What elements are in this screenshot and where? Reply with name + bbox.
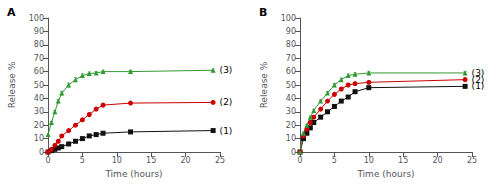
- svg-text:100: 100: [281, 14, 296, 23]
- svg-text:60: 60: [286, 67, 296, 76]
- svg-text:60: 60: [34, 67, 44, 76]
- svg-text:15: 15: [398, 156, 408, 165]
- svg-text:10: 10: [112, 156, 122, 165]
- svg-text:70: 70: [34, 54, 44, 63]
- svg-text:40: 40: [34, 94, 44, 103]
- svg-text:B: B: [259, 6, 267, 19]
- svg-text:80: 80: [286, 40, 296, 49]
- svg-text:70: 70: [286, 54, 296, 63]
- svg-text:0: 0: [39, 148, 44, 157]
- svg-text:10: 10: [34, 134, 44, 143]
- svg-text:100: 100: [29, 14, 44, 23]
- svg-text:(2): (2): [220, 97, 233, 107]
- svg-text:Time (hours): Time (hours): [104, 169, 162, 179]
- svg-text:(1): (1): [471, 81, 485, 92]
- svg-text:90: 90: [286, 27, 296, 36]
- svg-text:50: 50: [286, 81, 296, 90]
- svg-text:25: 25: [467, 156, 477, 165]
- svg-text:(3): (3): [220, 65, 233, 75]
- svg-text:(2): (2): [471, 74, 485, 85]
- svg-text:0: 0: [291, 148, 296, 157]
- svg-text:25: 25: [215, 156, 225, 165]
- svg-text:0: 0: [45, 156, 50, 165]
- svg-text:80: 80: [34, 40, 44, 49]
- svg-text:50: 50: [34, 81, 44, 90]
- svg-text:30: 30: [34, 107, 44, 116]
- svg-text:20: 20: [286, 121, 296, 130]
- svg-text:A: A: [7, 6, 16, 19]
- svg-text:(1): (1): [220, 126, 233, 136]
- svg-text:20: 20: [433, 156, 443, 165]
- svg-text:(3): (3): [472, 68, 485, 78]
- svg-text:5: 5: [80, 156, 85, 165]
- svg-text:10: 10: [364, 156, 374, 165]
- svg-text:20: 20: [181, 156, 191, 165]
- svg-text:Time (hours): Time (hours): [356, 169, 414, 179]
- svg-text:15: 15: [146, 156, 156, 165]
- svg-text:Release %: Release %: [7, 61, 17, 108]
- svg-text:20: 20: [34, 121, 44, 130]
- svg-text:5: 5: [332, 156, 337, 165]
- svg-text:10: 10: [286, 134, 296, 143]
- svg-text:90: 90: [34, 27, 44, 36]
- svg-text:30: 30: [286, 107, 296, 116]
- svg-text:0: 0: [297, 156, 302, 165]
- svg-text:40: 40: [286, 94, 296, 103]
- svg-text:Release %: Release %: [259, 61, 269, 108]
